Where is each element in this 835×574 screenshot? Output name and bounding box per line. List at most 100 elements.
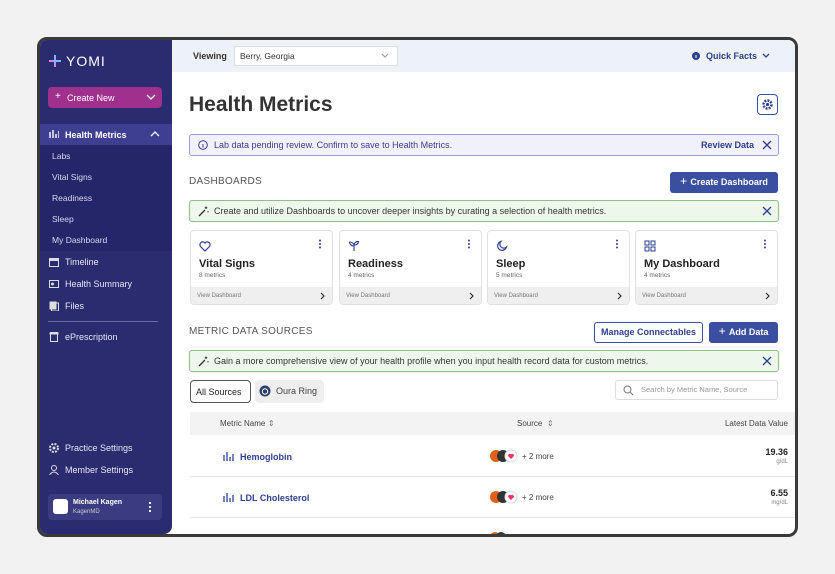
wand-icon	[198, 206, 209, 217]
sidebar: YOMI + Create New Health Metrics Labs Vi…	[40, 40, 172, 534]
column-header[interactable]: Latest Data Value	[724, 419, 788, 428]
card-footer[interactable]: View Dashboard	[488, 287, 629, 304]
sub-nav-item[interactable]: Readiness	[52, 193, 93, 203]
section-heading: DASHBOARDS	[189, 176, 263, 187]
card-footer[interactable]: View Dashboard	[636, 287, 777, 304]
nav-item[interactable]: ePrescription	[65, 332, 118, 342]
card-title: Sleep	[496, 258, 526, 270]
tab-label: All Sources	[196, 387, 242, 397]
sub-nav-item[interactable]: Labs	[52, 151, 71, 161]
button-label: Create New	[67, 93, 115, 103]
add-data-button[interactable]: + Add Data	[709, 322, 778, 343]
tip-text: Create and utilize Dashboards to uncover…	[214, 206, 607, 216]
sub-nav-item[interactable]: Vital Signs	[52, 172, 93, 182]
tab[interactable]: Oura Ring	[255, 380, 324, 403]
ring-icon	[259, 385, 271, 397]
manage-connectables-button[interactable]: Manage Connectables	[594, 322, 703, 343]
metric-name[interactable]: Hemoglobin	[240, 452, 292, 462]
menu-dots[interactable]	[615, 239, 619, 249]
card-subtitle: 4 metrics	[348, 272, 375, 279]
menu-dots[interactable]	[467, 239, 471, 249]
card-title: Readiness	[348, 258, 404, 270]
chevron	[381, 53, 389, 58]
card-subtitle: 4 metrics	[644, 272, 671, 279]
card-footer[interactable]: View Dashboard	[191, 287, 332, 304]
tab-label: Oura Ring	[276, 386, 318, 396]
viewing-value: Berry, Georgia	[240, 51, 295, 61]
chevron	[765, 292, 770, 300]
source-icons	[490, 449, 518, 463]
table-row-partial	[190, 518, 795, 534]
sort-icon: ⇕	[268, 419, 275, 428]
table-row[interactable]: Hemoglobin + 2 more 19.36 g/dL	[190, 436, 795, 477]
menu-dots[interactable]	[318, 239, 322, 249]
icon	[49, 443, 59, 453]
avatar	[53, 499, 68, 514]
nav-item[interactable]: Timeline	[65, 257, 99, 267]
plus: +	[55, 91, 61, 102]
metric-icon	[223, 493, 234, 502]
user-box[interactable]: Michael Kagen KagenMD	[48, 494, 162, 520]
card-link: View Dashboard	[346, 293, 390, 299]
tip-banner: Gain a more comprehensive view of your h…	[189, 350, 779, 372]
nav-item[interactable]: Health Summary	[65, 279, 133, 289]
menu-dots[interactable]	[763, 239, 767, 249]
sort-icon: ⇕	[547, 419, 554, 428]
viewing-select[interactable]: Berry, Georgia	[234, 46, 398, 66]
dashboard-card[interactable]: Vital Signs 8 metrics View Dashboard	[190, 230, 333, 305]
icon	[49, 130, 59, 138]
create-dashboard-button[interactable]: + Create Dashboard	[670, 172, 778, 193]
button-label: Add Data	[728, 327, 769, 337]
alert-text: Lab data pending review. Confirm to save…	[214, 140, 453, 150]
sub-nav-item[interactable]: My Dashboard	[52, 235, 108, 245]
search-box[interactable]: Search by Metric Name, Source	[615, 380, 778, 400]
table-header: Metric Name ⇕ Source ⇕ Latest Data Value	[190, 412, 795, 435]
close[interactable]	[762, 206, 772, 216]
column-header[interactable]: Metric Name	[220, 419, 266, 428]
sub-nav-item[interactable]: Sleep	[52, 214, 74, 224]
data-unit: mg/dL	[771, 500, 788, 506]
dashboard-card[interactable]: My Dashboard 4 metrics View Dashboard	[635, 230, 778, 305]
app-window: YOMI + Create New Health Metrics Labs Vi…	[37, 37, 798, 537]
icon	[49, 332, 59, 342]
dashboard-card[interactable]: Sleep 5 metrics View Dashboard	[487, 230, 630, 305]
card-icon	[199, 241, 211, 252]
button-label: Create Dashboard	[690, 177, 768, 187]
close[interactable]	[762, 356, 772, 366]
info-icon	[198, 140, 208, 150]
icon	[49, 465, 59, 475]
sub-nav: Labs Vital Signs Readiness Sleep My Dash…	[40, 145, 172, 251]
metric-icon	[223, 452, 234, 461]
chevron	[150, 131, 160, 137]
card-subtitle: 5 metrics	[496, 272, 523, 279]
source-extra: + 2 more	[522, 493, 554, 502]
settings-button[interactable]	[757, 94, 778, 115]
table-row[interactable]: LDL Cholesterol + 2 more 6.55 mg/dL	[190, 477, 795, 518]
card-footer[interactable]: View Dashboard	[340, 287, 481, 304]
card-icon	[348, 240, 360, 251]
chevron	[762, 53, 770, 58]
column-header[interactable]: Source	[517, 419, 543, 428]
data-value: 19.36	[765, 447, 788, 457]
create-new-button[interactable]: + Create New	[48, 87, 162, 108]
alert-banner: Lab data pending review. Confirm to save…	[189, 134, 779, 156]
nav-item[interactable]: Files	[65, 301, 85, 311]
user-name: Michael Kagen	[73, 499, 123, 506]
nav-active[interactable]: Health Metrics	[40, 124, 172, 145]
chevron	[617, 292, 622, 300]
chevron	[469, 292, 474, 300]
card-icon	[644, 240, 656, 252]
nav-item[interactable]: Practice Settings	[65, 443, 133, 453]
card-icon	[497, 240, 508, 251]
quick-facts[interactable]: Quick Facts	[706, 51, 758, 61]
brand: YOMI	[66, 53, 106, 69]
alert-action[interactable]: Review Data	[701, 140, 755, 150]
info-icon	[692, 52, 700, 60]
dashboard-card[interactable]: Readiness 4 metrics View Dashboard	[339, 230, 482, 305]
tab-active[interactable]: All Sources	[190, 380, 251, 403]
metric-name[interactable]: LDL Cholesterol	[240, 493, 310, 503]
close[interactable]	[762, 140, 772, 150]
source-icons	[490, 490, 518, 504]
nav-item[interactable]: Member Settings	[65, 465, 134, 475]
